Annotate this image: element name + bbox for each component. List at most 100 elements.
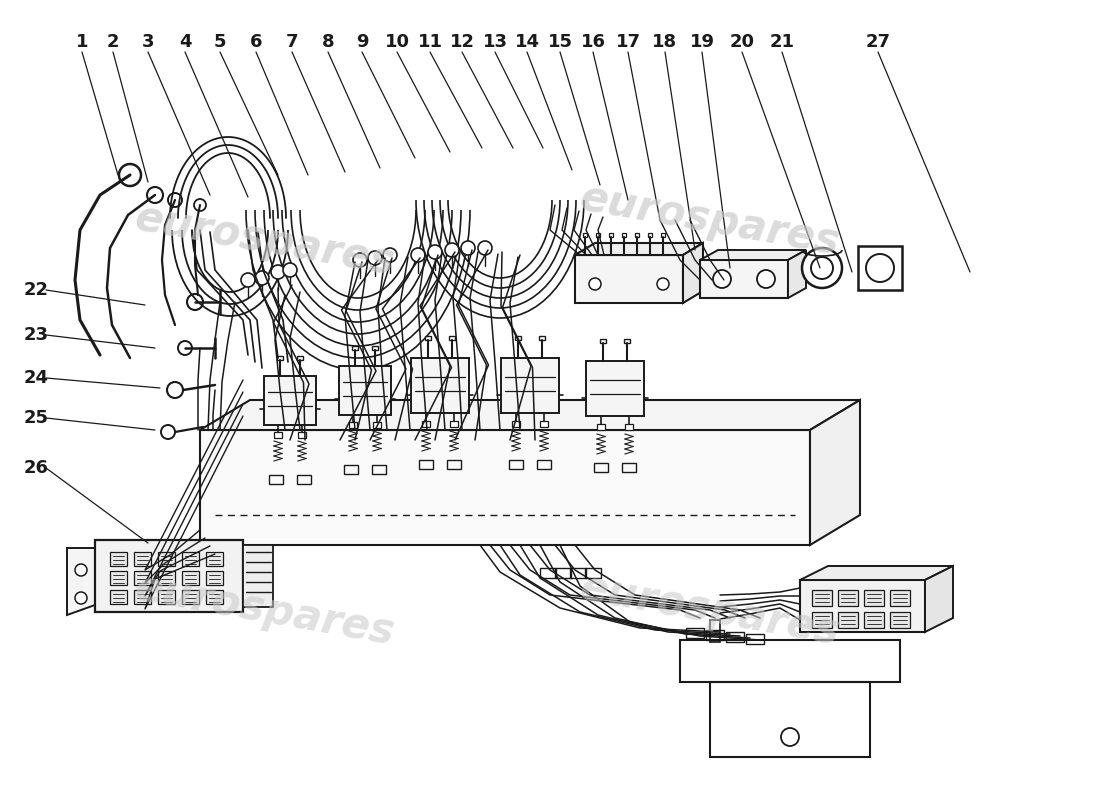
Bar <box>297 475 311 484</box>
Bar <box>540 421 548 427</box>
Text: eurospares: eurospares <box>132 197 398 283</box>
Bar <box>134 590 151 604</box>
Text: 8: 8 <box>321 33 334 51</box>
Polygon shape <box>575 243 703 255</box>
Bar <box>110 571 126 585</box>
Circle shape <box>75 592 87 604</box>
Bar <box>372 465 386 474</box>
Bar <box>585 568 601 578</box>
Text: 2: 2 <box>107 33 119 51</box>
Bar <box>270 475 283 484</box>
Bar <box>110 590 126 604</box>
Bar <box>800 580 925 632</box>
Polygon shape <box>788 250 806 298</box>
Polygon shape <box>683 243 703 303</box>
Text: 5: 5 <box>213 33 227 51</box>
Bar <box>274 432 282 438</box>
Bar <box>372 346 378 350</box>
Bar <box>838 612 858 628</box>
Bar <box>864 590 884 606</box>
Bar <box>890 612 910 628</box>
Bar <box>812 612 832 628</box>
Circle shape <box>461 241 475 255</box>
Circle shape <box>271 265 285 279</box>
Bar <box>621 233 626 237</box>
Bar <box>556 568 571 578</box>
Circle shape <box>478 241 492 255</box>
Polygon shape <box>800 566 953 580</box>
Bar <box>864 612 884 628</box>
Text: 18: 18 <box>652 33 678 51</box>
Text: 24: 24 <box>23 369 48 387</box>
Text: 3: 3 <box>142 33 154 51</box>
Bar <box>570 568 586 578</box>
Bar <box>540 568 556 578</box>
Bar <box>500 358 559 413</box>
Polygon shape <box>810 400 860 545</box>
Bar <box>182 571 199 585</box>
Bar <box>537 460 551 469</box>
Circle shape <box>353 253 367 267</box>
Text: eurospares: eurospares <box>132 566 398 654</box>
Text: 21: 21 <box>770 33 794 51</box>
Bar <box>182 552 199 566</box>
Text: 23: 23 <box>23 326 48 344</box>
Text: 11: 11 <box>418 33 442 51</box>
Circle shape <box>811 257 833 279</box>
Text: eurospares: eurospares <box>576 177 844 263</box>
Circle shape <box>757 270 776 288</box>
Polygon shape <box>925 566 953 632</box>
Bar <box>586 361 644 416</box>
Circle shape <box>75 564 87 576</box>
Bar <box>297 356 302 360</box>
Circle shape <box>588 278 601 290</box>
Bar <box>661 233 666 237</box>
Bar <box>515 336 521 340</box>
Text: 25: 25 <box>23 409 48 427</box>
Bar <box>182 590 199 604</box>
Circle shape <box>866 254 894 282</box>
Bar <box>206 552 223 566</box>
Bar <box>298 432 306 438</box>
Bar <box>838 590 858 606</box>
Bar <box>243 545 273 607</box>
Bar <box>858 246 902 290</box>
Text: 1: 1 <box>76 33 88 51</box>
Bar <box>277 356 283 360</box>
Text: 13: 13 <box>483 33 507 51</box>
Bar <box>419 460 433 469</box>
Bar <box>575 255 683 303</box>
Bar <box>812 590 832 606</box>
Bar <box>890 590 910 606</box>
Bar <box>449 336 455 340</box>
Bar <box>746 634 764 644</box>
Bar <box>625 424 632 430</box>
Bar <box>583 233 587 237</box>
Text: 9: 9 <box>355 33 368 51</box>
Bar <box>512 421 520 427</box>
Text: 17: 17 <box>616 33 640 51</box>
Polygon shape <box>700 250 806 260</box>
Text: 14: 14 <box>515 33 539 51</box>
Circle shape <box>411 248 425 262</box>
Bar <box>447 460 461 469</box>
Bar <box>344 465 358 474</box>
Bar <box>422 421 430 427</box>
Bar <box>134 552 151 566</box>
Bar <box>134 571 151 585</box>
Text: eurospares: eurospares <box>576 566 844 654</box>
Bar <box>597 424 605 430</box>
Bar <box>352 346 358 350</box>
Polygon shape <box>200 400 860 430</box>
Circle shape <box>781 728 799 746</box>
Polygon shape <box>67 548 95 615</box>
Bar <box>700 260 788 298</box>
Bar <box>339 366 390 415</box>
Circle shape <box>802 248 842 288</box>
Bar <box>680 640 900 682</box>
Bar <box>349 422 358 428</box>
Circle shape <box>283 263 297 277</box>
Bar <box>200 430 810 545</box>
Circle shape <box>368 251 382 265</box>
Bar <box>373 422 381 428</box>
